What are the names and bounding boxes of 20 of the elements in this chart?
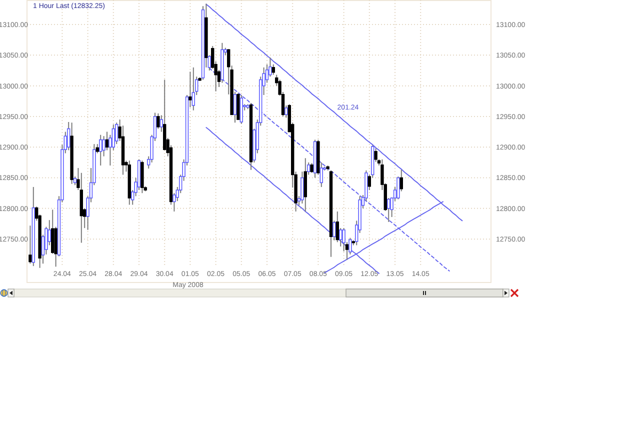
candlestick	[332, 220, 336, 241]
candlestick	[51, 209, 54, 254]
candlestick	[240, 94, 243, 124]
candlestick	[48, 220, 51, 246]
candlestick	[105, 131, 109, 151]
candlestick	[374, 148, 378, 162]
candlestick	[387, 198, 390, 222]
candlestick	[99, 134, 102, 166]
candlestick	[156, 112, 160, 130]
candlestick	[284, 104, 288, 118]
candlestick	[28, 225, 32, 264]
candlestick	[102, 136, 106, 157]
candlestick	[339, 228, 342, 247]
candlestick	[400, 169, 403, 192]
candlestick	[233, 91, 237, 124]
candlestick	[188, 71, 192, 108]
candlestick	[192, 66, 195, 111]
candlestick	[272, 64, 275, 76]
candlestick	[336, 211, 339, 243]
candlestick	[310, 162, 314, 174]
